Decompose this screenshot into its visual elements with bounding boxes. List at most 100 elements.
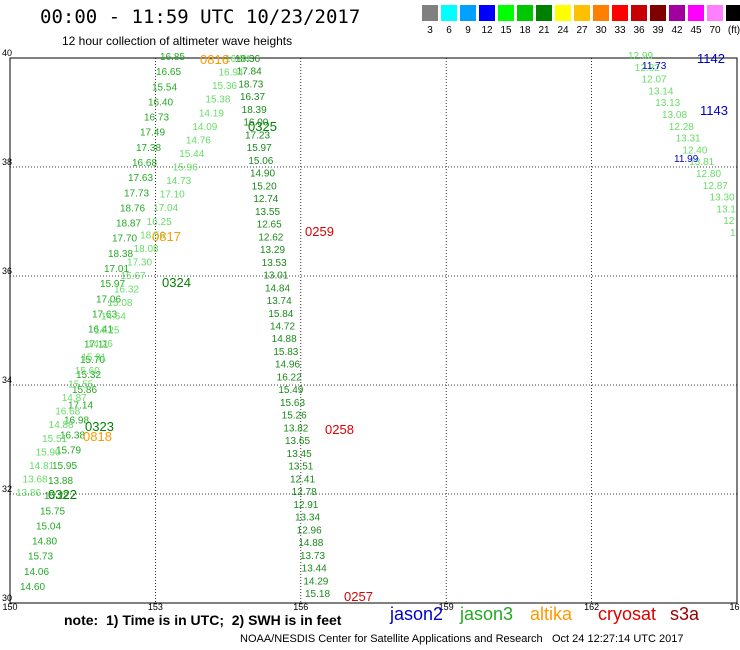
wave-height-label: 12.96 — [297, 525, 322, 536]
scale-swatch — [688, 5, 704, 21]
wave-height-label: 12.78 — [292, 487, 317, 498]
wave-height-label: 18.73 — [238, 79, 263, 90]
wave-height-label: 17.14 — [68, 400, 93, 411]
wave-height-label: 12.40 — [682, 145, 707, 156]
wave-height-label: 16.37 — [240, 92, 265, 103]
wave-height-label: 18.56 — [140, 230, 165, 241]
wave-height-label: 17.30 — [127, 257, 152, 268]
wave-height-label: 16.85 — [160, 52, 185, 63]
scale-swatch — [536, 5, 552, 21]
wave-height-label: 16.22 — [277, 372, 302, 383]
wave-height-label: 15.96 — [173, 163, 198, 174]
wave-height-label: 14.06 — [24, 567, 49, 578]
wave-height-label: 17.10 — [160, 190, 185, 201]
wave-height-label: 12.28 — [669, 122, 694, 133]
x-tick-label: 165 — [729, 602, 740, 612]
scale-label: 9 — [465, 25, 471, 36]
wave-height-label: 15.84 — [268, 309, 293, 320]
pass-time-label: 0259 — [305, 224, 334, 239]
wave-height-label: 18.87 — [116, 219, 141, 230]
scale-swatch — [498, 5, 514, 21]
wave-height-label: 13.1 — [716, 204, 736, 215]
wave-height-label: 12.41 — [290, 474, 315, 485]
wave-height-label: 14.76 — [186, 135, 211, 146]
wave-height-label: 14.09 — [192, 122, 217, 133]
wave-height-label: 14.25 — [94, 325, 119, 336]
wave-height-label: 15.70 — [80, 355, 105, 366]
wave-height-label: 14.29 — [303, 576, 328, 587]
x-tick-label: 150 — [2, 602, 17, 612]
legend-altika: altika — [530, 604, 573, 624]
wave-height-label: 14.81 — [29, 461, 54, 472]
wave-height-label: 13.34 — [295, 513, 320, 524]
wave-height-label: 17.23 — [245, 130, 270, 141]
scale-label: 30 — [595, 25, 607, 36]
wave-height-label: 17.63 — [128, 173, 153, 184]
wave-height-label: 13.82 — [283, 423, 308, 434]
scale-swatch — [479, 5, 495, 21]
wave-height-label: 16.38 — [60, 431, 85, 442]
wave-height-label: 14.19 — [199, 108, 224, 119]
wave-height-label: 16.84 — [225, 54, 250, 65]
legend-jason3: jason3 — [460, 604, 514, 624]
wave-height-label: 14.96 — [275, 360, 300, 371]
wave-height-label: 13.68 — [23, 474, 48, 485]
wave-height-label: 15.97 — [247, 143, 272, 154]
wave-height-label: 17.38 — [136, 143, 161, 154]
wave-height-label: 15.91 — [81, 352, 106, 363]
wave-height-label: 16.68 — [55, 407, 80, 418]
pass-time-label: 0816 — [200, 52, 229, 67]
pass-time-label: 0322 — [48, 487, 77, 502]
footer-credit: NOAA/NESDIS Center for Satellite Applica… — [240, 633, 543, 645]
scale-swatch — [726, 5, 740, 21]
footer-timestamp: Oct 24 12:27:14 UTC 2017 — [552, 633, 684, 645]
pass-time-label: 0817 — [152, 229, 181, 244]
wave-height-label: 11.99 — [674, 154, 699, 165]
wave-height-label: 15.04 — [36, 521, 61, 532]
y-tick-label: 30 — [2, 593, 12, 603]
wave-height-label: 13.45 — [287, 449, 312, 460]
y-tick-label: 32 — [2, 484, 12, 494]
wave-height-label: 12.62 — [258, 232, 283, 243]
wave-height-label: 13.55 — [255, 207, 280, 218]
y-tick-label: 34 — [2, 375, 12, 385]
wave-height-label: 17.01 — [104, 264, 129, 275]
x-tick-label: 153 — [148, 602, 163, 612]
scale-label: 12 — [481, 25, 493, 36]
wave-height-label: 15.44 — [179, 149, 204, 160]
wave-height-label: 17.06 — [96, 294, 121, 305]
wave-height-label: 15.90 — [36, 447, 61, 458]
y-tick-label: 40 — [2, 48, 12, 58]
wave-height-label: 13.53 — [262, 258, 287, 269]
wave-height-label: 12.91 — [293, 500, 318, 511]
wave-height-label: 17.63 — [92, 309, 117, 320]
wave-height-label: 13.08 — [662, 110, 687, 121]
scale-swatch — [460, 5, 476, 21]
wave-height-label: 14.88 — [272, 334, 297, 345]
wave-height-label: 17.84 — [237, 67, 262, 78]
scale-label: 18 — [519, 25, 531, 36]
scale-swatch — [650, 5, 666, 21]
wave-height-label: 13.14 — [648, 86, 673, 97]
wave-height-label: 14.72 — [270, 322, 295, 333]
wave-height-label: 14.84 — [265, 283, 290, 294]
wave-height-label: 16.68 — [132, 158, 157, 169]
legend-cryosat: cryosat — [598, 604, 657, 624]
scale-swatch — [612, 5, 628, 21]
wave-height-label: 15.55 — [68, 380, 93, 391]
y-tick-label: 36 — [2, 266, 12, 276]
wave-height-label: 15.26 — [282, 411, 307, 422]
wave-height-label: 15.51 — [42, 434, 67, 445]
wave-height-label: 13.01 — [263, 271, 288, 282]
wave-height-label: 15.32 — [76, 370, 101, 381]
wave-height-label: 15.49 — [278, 385, 303, 396]
wave-height-label: 13.44 — [302, 564, 327, 575]
wave-height-label: 12.87 — [703, 181, 728, 192]
scale-label: 39 — [652, 25, 664, 36]
wave-height-label: 13.88 — [48, 476, 73, 487]
map-title: 00:00 - 11:59 UTC 10/23/2017 — [40, 6, 361, 28]
wave-height-label: 16.25 — [147, 217, 172, 228]
wave-height-label: 18.38 — [108, 249, 133, 260]
wave-height-label: 15.20 — [252, 181, 277, 192]
